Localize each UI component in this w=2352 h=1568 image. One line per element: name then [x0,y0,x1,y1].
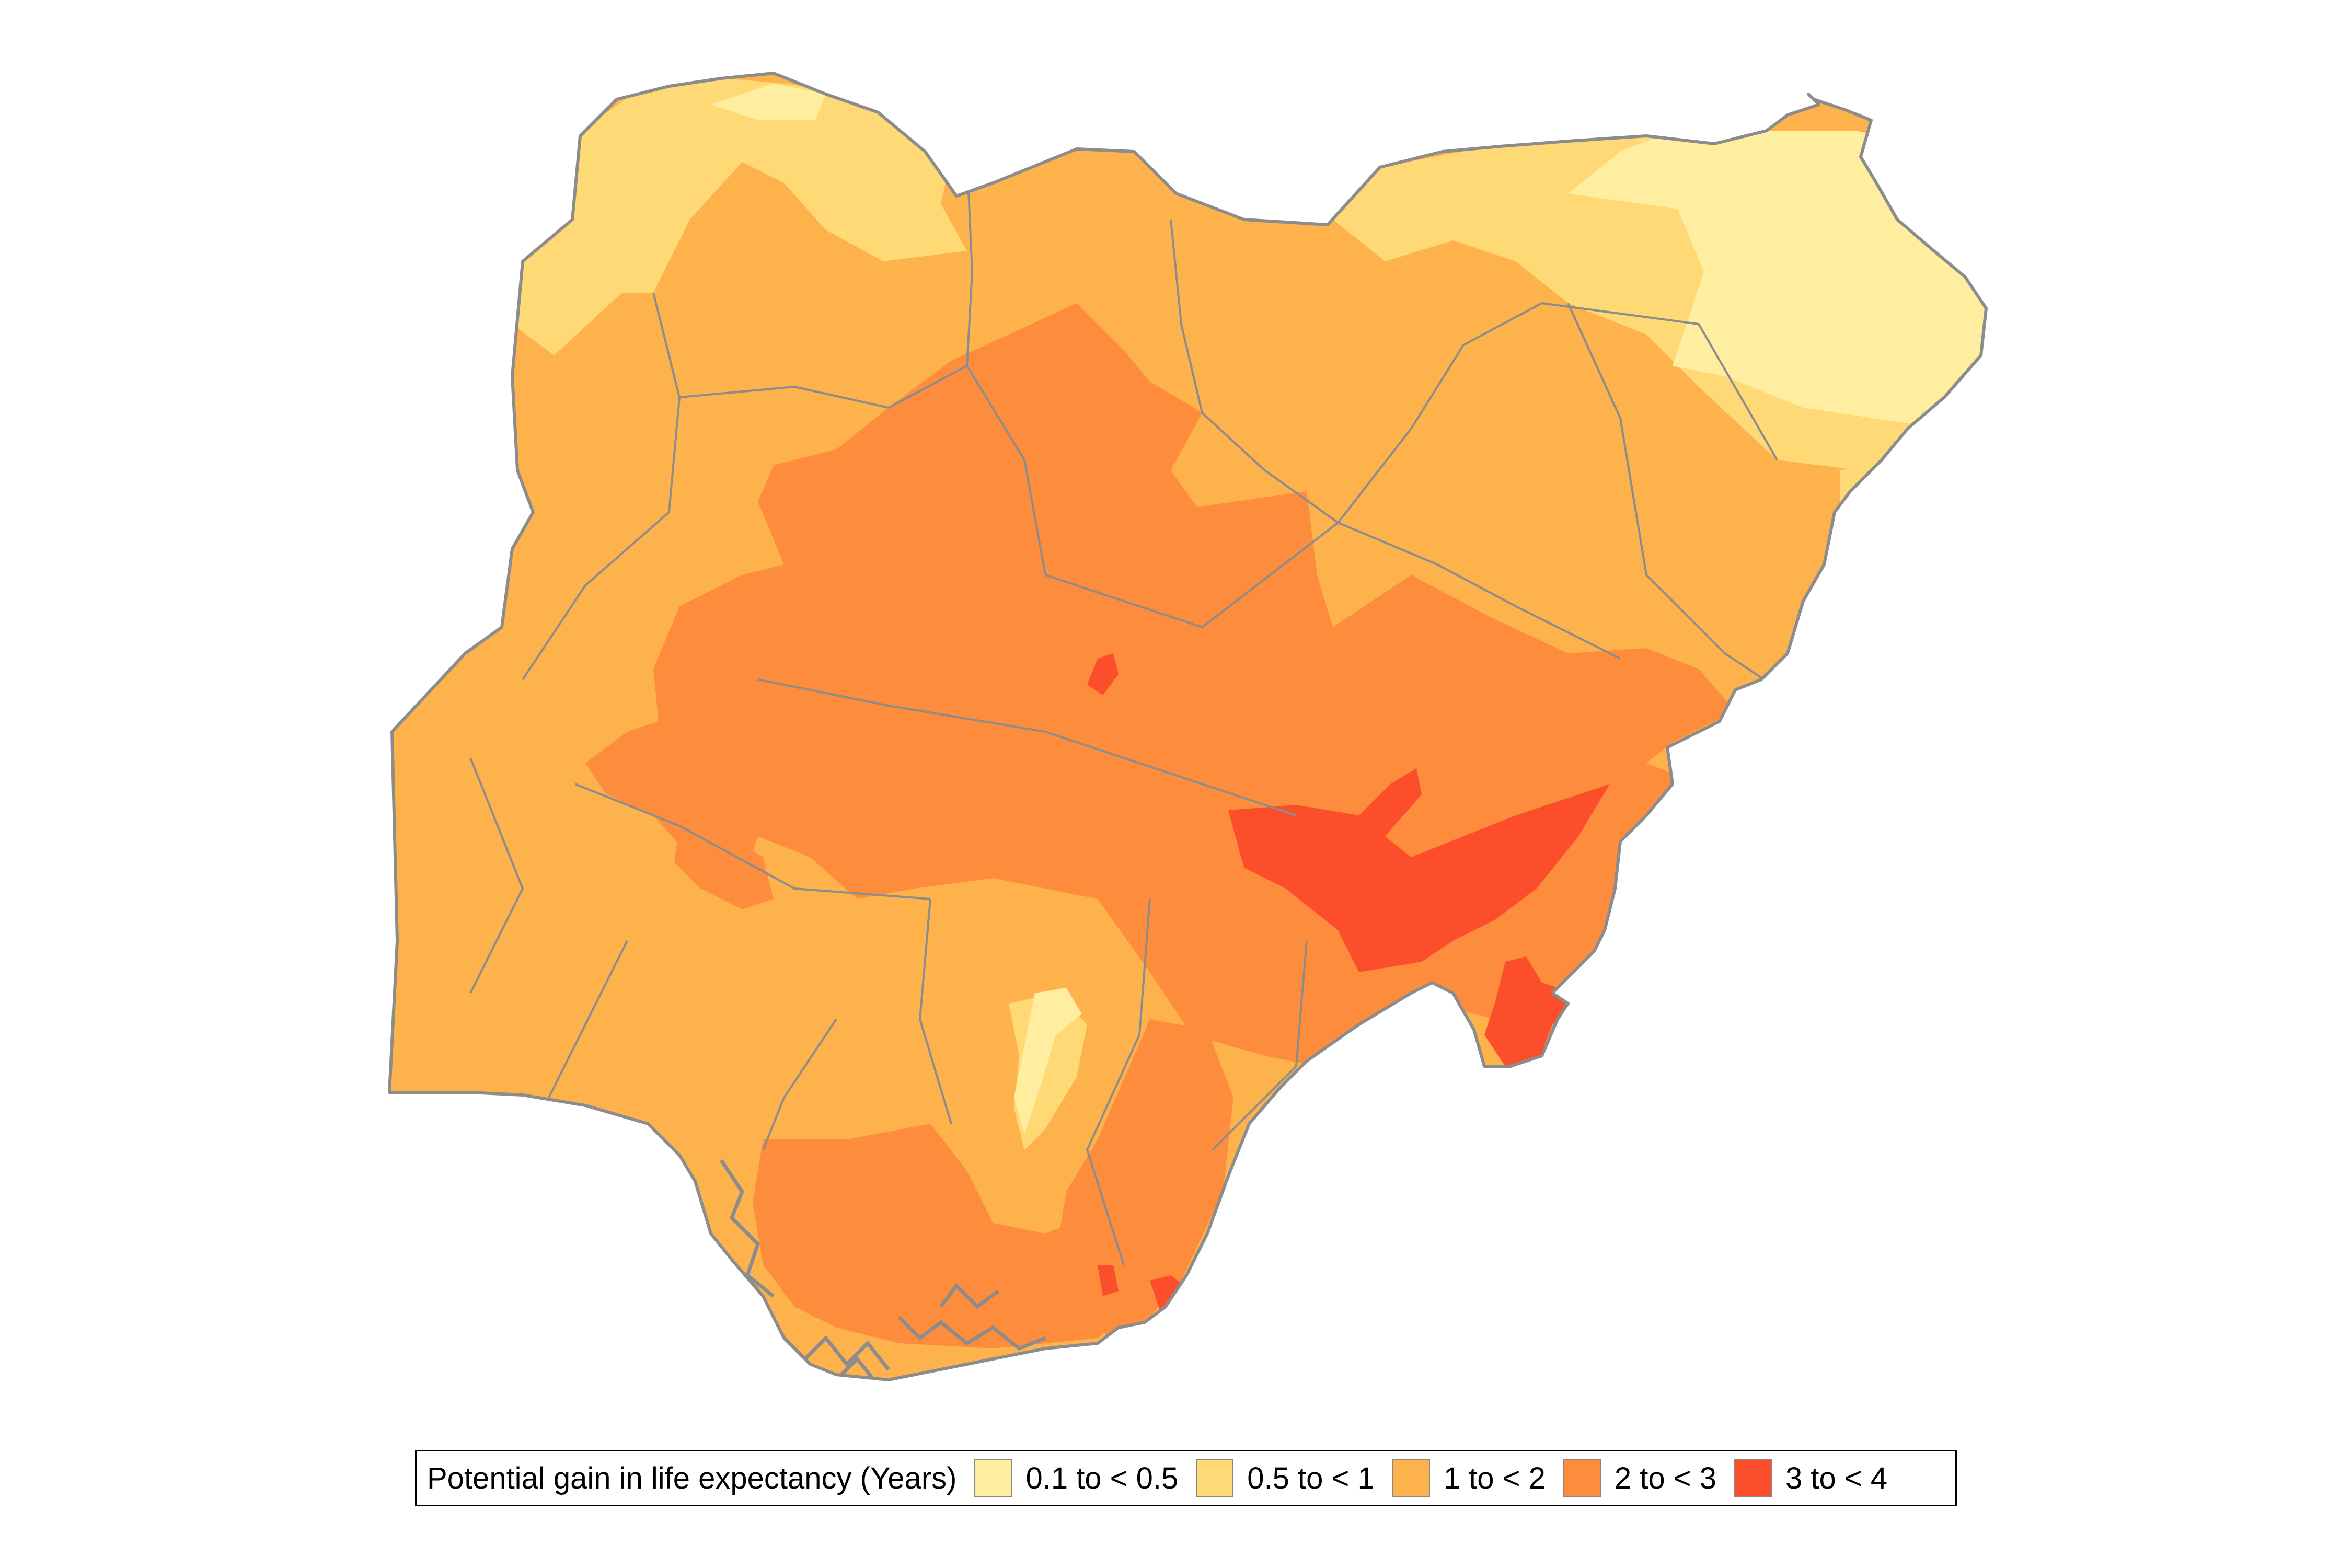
legend-item-2-3: 2 to < 3 [1563,1459,1716,1497]
region-band-0-1-0-5-south [1014,988,1082,1134]
region-band-0-5-1-north-west [512,73,967,355]
legend-item-3-4: 3 to < 4 [1734,1459,1887,1497]
region-band-2-3-south-west-patch [674,826,774,909]
legend-label-1-2: 1 to < 2 [1443,1461,1546,1495]
legend-swatch-1-2 [1392,1459,1430,1497]
legend-swatch-0-1-0-5 [974,1459,1012,1497]
legend-item-0-5-1: 0.5 to < 1 [1196,1459,1375,1497]
legend-label-0-1-0-5: 0.1 to < 0.5 [1025,1461,1179,1495]
legend-swatch-3-4 [1734,1459,1772,1497]
legend-swatch-2-3 [1563,1459,1601,1497]
country-outline [388,72,1988,1381]
state-boundaries [469,156,1805,1265]
legend-item-0-1-0-5: 0.1 to < 0.5 [974,1459,1178,1497]
region-band-3-4-east-large [1228,768,1610,972]
legend: Potential gain in life expectancy (Years… [415,1450,1957,1506]
region-band-3-4-south-east [1484,956,1584,1066]
region-band-2-3-niger-delta [753,1124,1139,1348]
region-band-3-4-coastal-spot-2 [1098,1265,1119,1296]
region-band-3-4-central-spot [1087,653,1119,695]
legend-label-0-5-1: 0.5 to < 1 [1247,1461,1375,1495]
legend-label-2-3: 2 to < 3 [1614,1461,1716,1495]
legend-label-3-4: 3 to < 4 [1785,1461,1888,1495]
legend-swatch-0-5-1 [1196,1459,1234,1497]
legend-title: Potential gain in life expectancy (Years… [427,1461,957,1495]
region-band-0-1-0-5-north-west [711,84,826,120]
legend-item-1-2: 1 to < 2 [1392,1459,1546,1497]
